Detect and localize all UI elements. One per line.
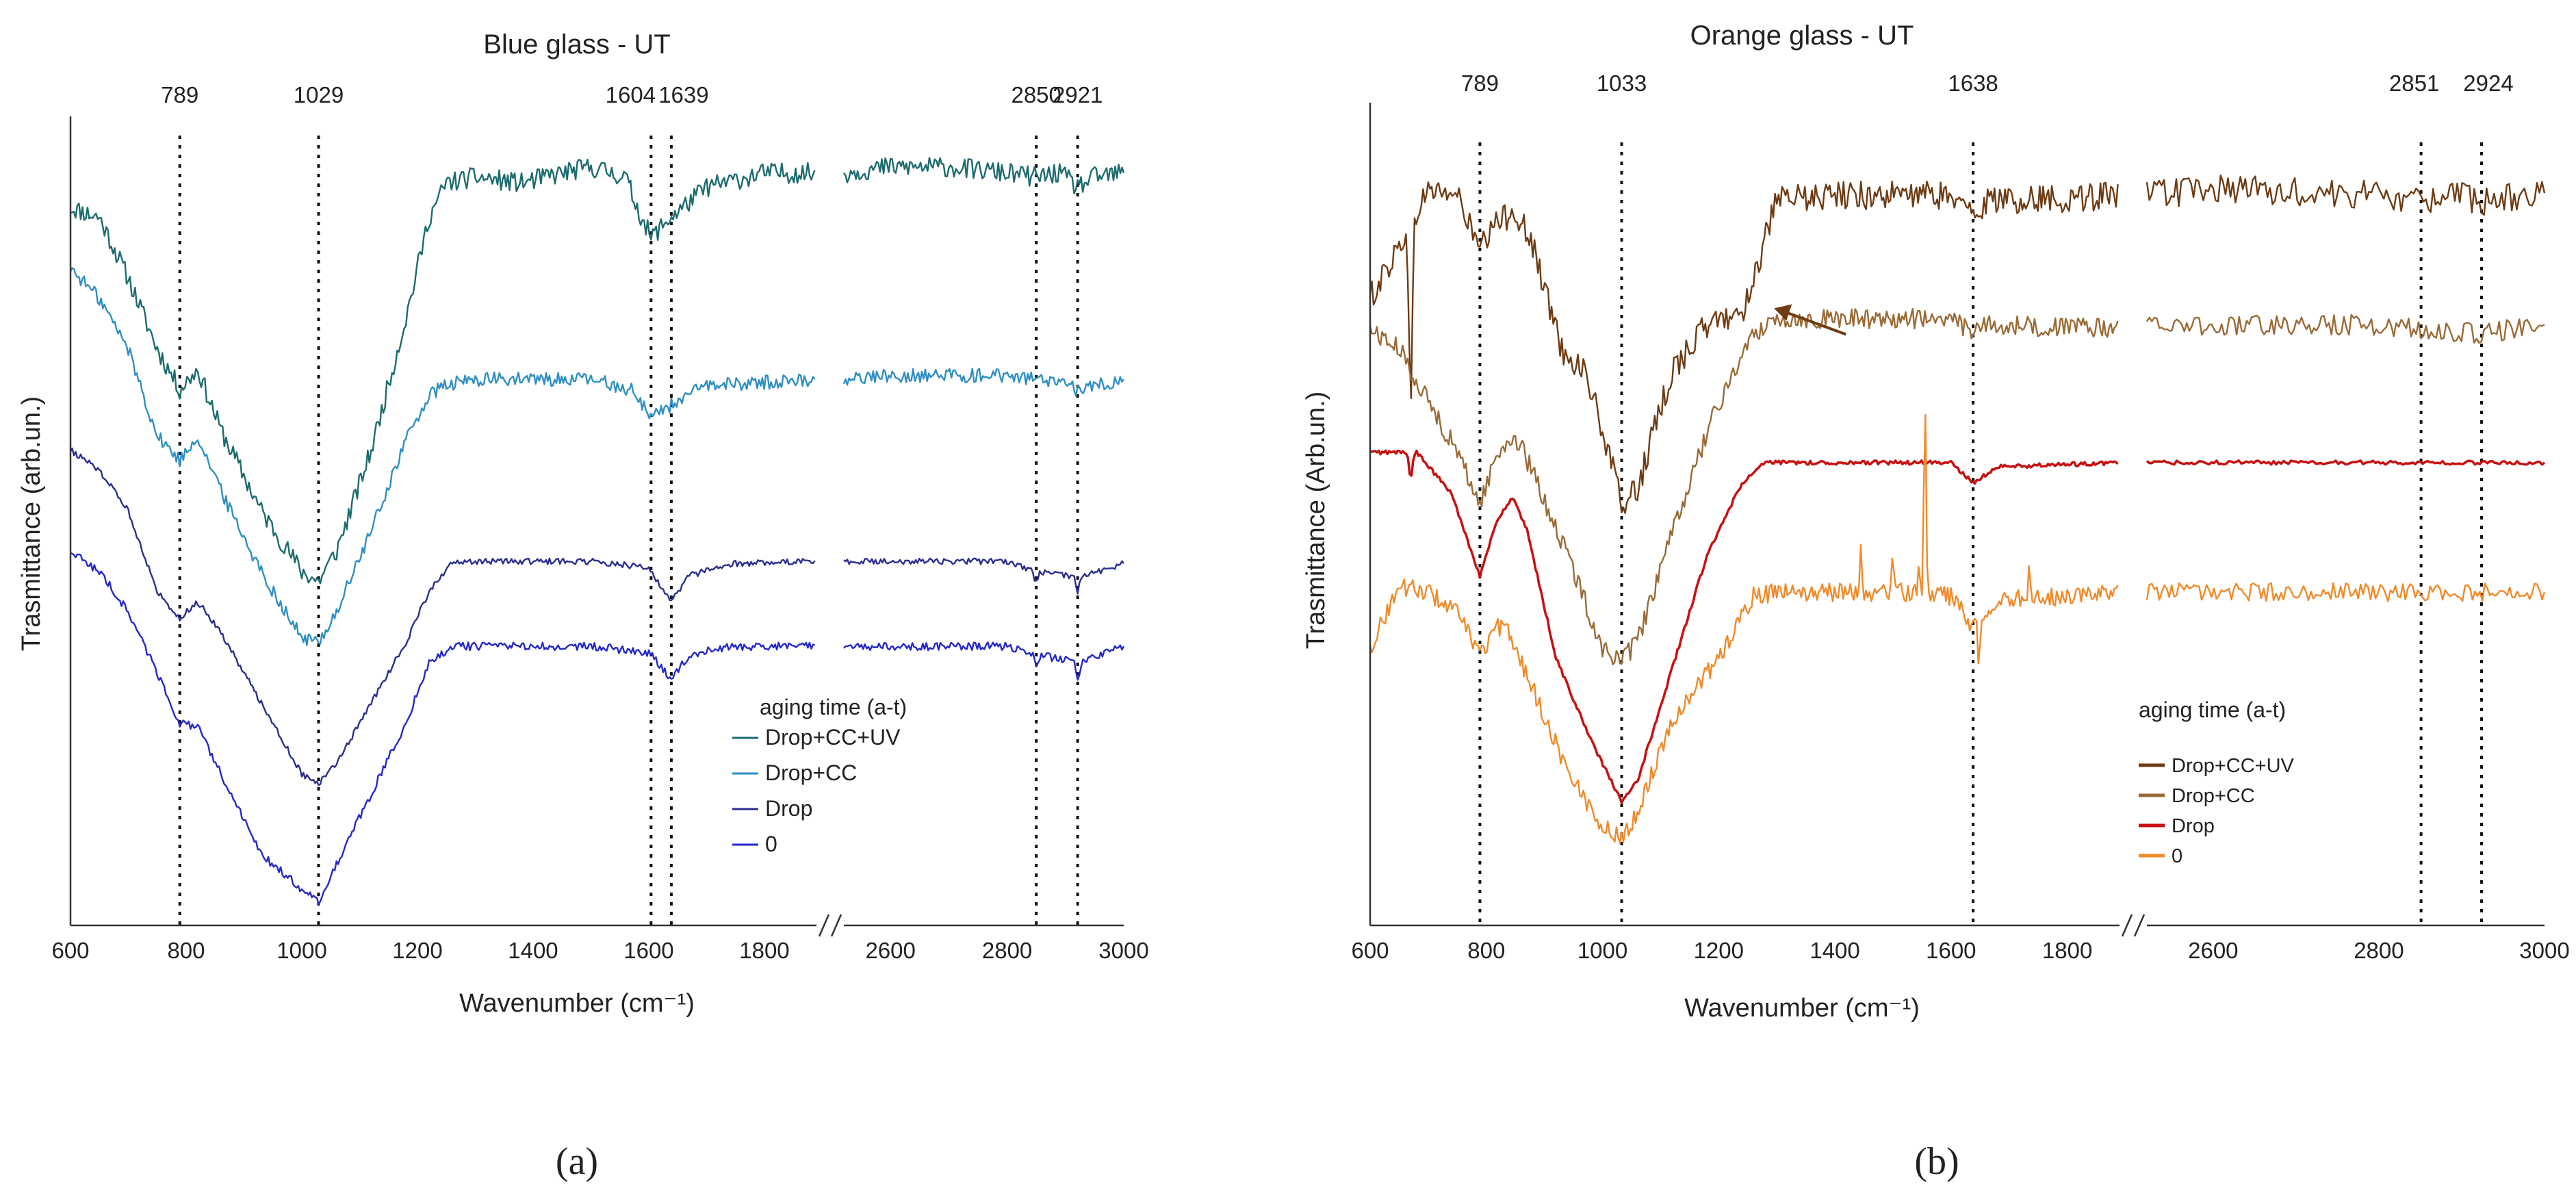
x-tick-label: 1200 — [1694, 938, 1744, 963]
series-line-drop-cc-part2 — [2146, 313, 2545, 344]
x-tick-label: 3000 — [2519, 938, 2569, 963]
series-line-0-part2 — [2146, 582, 2546, 602]
chart-title: Blue glass - UT — [483, 29, 670, 60]
peak-label-789: 789 — [161, 82, 198, 107]
axis-break-gap — [2130, 923, 2137, 927]
series-line-drop-cc-uv-part2 — [2146, 175, 2546, 216]
series-line-drop-cc-uv-part2 — [843, 157, 1125, 194]
x-tick-label: 1600 — [1926, 938, 1976, 963]
x-tick-label: 1000 — [1577, 938, 1627, 963]
peak-label-789: 789 — [1461, 71, 1499, 96]
peak-label-1033: 1033 — [1597, 71, 1647, 96]
series-line-drop-part1 — [1369, 449, 2119, 804]
axis-break-icon — [2121, 914, 2146, 937]
legend-label: 0 — [2172, 845, 2182, 867]
legend-label: Drop — [765, 796, 812, 821]
peak-label-1639: 1639 — [658, 82, 708, 107]
legend-label: Drop+CC — [2172, 785, 2255, 807]
axis-break-gap — [827, 923, 834, 927]
axis-break-mark — [818, 914, 830, 937]
x-tick-label: 800 — [1467, 938, 1505, 963]
series-line-drop-cc-part1 — [69, 267, 816, 646]
legend-label: 0 — [765, 832, 777, 856]
x-tick-label: 1800 — [2042, 938, 2092, 963]
arrow-annotation — [1774, 304, 1846, 336]
y-axis-title: Trasmittance (arb.un.) — [17, 396, 46, 651]
x-tick-label: 1400 — [508, 938, 558, 963]
x-tick-label: 1600 — [623, 938, 673, 963]
peak-label-1604: 1604 — [606, 82, 656, 107]
peak-label-1638: 1638 — [1948, 71, 1998, 96]
series-line-0-part1 — [70, 552, 815, 905]
legend-label: Drop+CC+UV — [765, 725, 901, 750]
x-tick-label: 2600 — [2188, 938, 2238, 963]
series-line-drop-cc-part1 — [1369, 308, 2119, 666]
legend: aging time (a-t) Drop+CC+UV Drop+CC Drop 0 — [732, 695, 907, 856]
x-tick-label: 800 — [167, 938, 205, 963]
x-tick-label: 2800 — [982, 938, 1032, 963]
series-lines — [69, 157, 1125, 905]
peak-label-1029: 1029 — [294, 82, 344, 107]
legend-label: Drop — [2172, 815, 2215, 837]
legend-title: aging time (a-t) — [2139, 697, 2286, 722]
chart-panel-blue-glass: Blue glass - UT 789 1029 1604 1639 28502921 … — [17, 29, 1149, 1183]
x-tick-labels: 600 800 1000 1200 1400 1600 1800 2600 2800 3000 — [51, 938, 1148, 963]
x-tick-label: 1200 — [392, 938, 442, 963]
x-tick-label: 2600 — [865, 938, 915, 963]
series-line-drop-cc-uv-part1 — [70, 158, 816, 585]
chart-panel-orange-glass: Orange glass - UT 789 1033 1638 2851 2924 60… — [1302, 21, 2570, 1183]
panel-label: (a) — [556, 1140, 598, 1183]
x-tick-label: 1000 — [276, 938, 326, 963]
x-tick-labels: 600 800 1000 1200 1400 1600 1800 2600 2800 3000 — [1351, 938, 2569, 963]
x-tick-label: 3000 — [1098, 938, 1148, 963]
peak-label-2850: 2850 — [1011, 82, 1061, 107]
series-line-0-part1 — [1369, 413, 2119, 844]
peak-markers: 789 1033 1638 2851 2924 — [1461, 71, 2514, 925]
legend-label: Drop+CC+UV — [2172, 755, 2295, 777]
x-tick-label: 1400 — [1809, 938, 1859, 963]
peak-label-2924: 2924 — [2463, 71, 2513, 96]
arrow-head — [1774, 304, 1792, 321]
series-line-drop-cc-part2 — [842, 368, 1124, 397]
series-line-0-part2 — [843, 641, 1125, 681]
legend-title: aging time (a-t) — [760, 695, 907, 719]
x-axis-title: Wavenumber (cm⁻¹) — [459, 989, 695, 1018]
legend: aging time (a-t) Drop+CC+UV Drop+CC Drop 0 — [2139, 697, 2295, 867]
chart-title: Orange glass - UT — [1690, 21, 1914, 51]
y-axis-title: Trasmittance (Arb.un.) — [1302, 392, 1330, 650]
panel-label: (b) — [1914, 1140, 1959, 1183]
series-line-drop-cc-uv-part1 — [1369, 181, 2119, 514]
series-lines — [1369, 175, 2546, 844]
series-line-drop-part2 — [2146, 459, 2546, 466]
arrow-shaft — [1786, 311, 1846, 336]
legend-label: Drop+CC — [765, 760, 857, 785]
series-line-drop-part2 — [843, 557, 1124, 595]
x-tick-label: 2800 — [2354, 938, 2404, 963]
x-tick-label: 600 — [51, 938, 89, 963]
axis-break-mark — [2121, 914, 2133, 937]
x-tick-label: 600 — [1351, 938, 1389, 963]
axis-break-mark — [830, 914, 842, 937]
series-line-drop-part1 — [69, 447, 816, 786]
peak-label-2851: 2851 — [2389, 71, 2439, 96]
peak-label-2921: 2921 — [1053, 82, 1103, 107]
axis-break-mark — [2133, 914, 2146, 937]
x-axis-title: Wavenumber (cm⁻¹) — [1684, 994, 1920, 1023]
axis-break-icon — [818, 914, 842, 937]
x-tick-label: 1800 — [739, 938, 789, 963]
